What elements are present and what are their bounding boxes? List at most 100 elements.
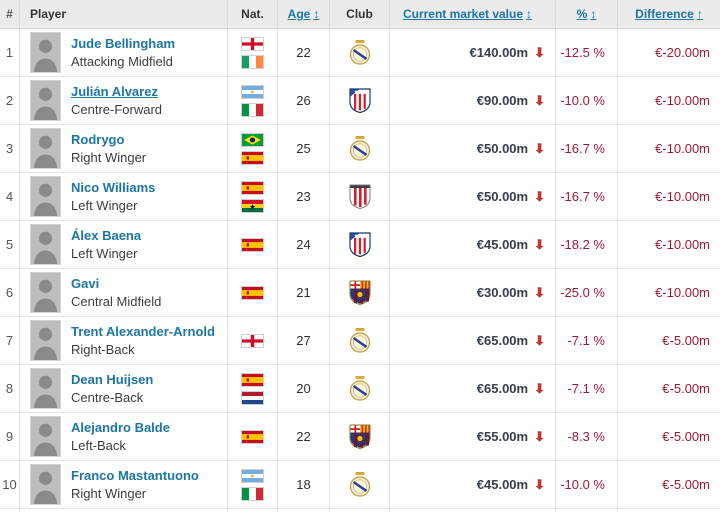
player-name-link[interactable]: Nico Williams xyxy=(71,179,156,195)
sort-market-value-link[interactable]: Current market value ↕ xyxy=(403,7,532,21)
player-position: Left Winger xyxy=(71,245,138,261)
player-photo[interactable] xyxy=(30,128,61,169)
rank-number: 3 xyxy=(5,141,14,156)
column-header-player: Player xyxy=(20,0,228,28)
table-row-partial xyxy=(0,509,720,512)
trend-down-icon: ⬇ xyxy=(534,333,545,348)
age-value: 20 xyxy=(296,381,311,396)
atletico-madrid-crest-icon[interactable] xyxy=(347,231,373,258)
flag-england-icon xyxy=(241,333,264,348)
rank-number: 10 xyxy=(2,477,17,492)
club-cell xyxy=(330,221,390,268)
player-name-link[interactable]: Álex Baena xyxy=(71,227,142,243)
player-position: Attacking Midfield xyxy=(71,53,173,69)
table-row: 8 Dean Huijsen Centre-Back 20 €65.00m ⬇ … xyxy=(0,365,720,413)
table-row: 4 Nico Williams Left Winger 23 €50.00m ⬇… xyxy=(0,173,720,221)
trend-down-icon: ⬇ xyxy=(534,45,545,60)
nationality-flags xyxy=(228,317,278,364)
barcelona-crest-icon[interactable] xyxy=(347,279,373,306)
nationality-flags xyxy=(228,29,278,76)
player-name-link[interactable]: Julián Alvarez xyxy=(71,83,158,99)
club-cell xyxy=(330,509,390,512)
table-row: 9 Alejandro Balde Left-Back 22 €55.00m ⬇… xyxy=(0,413,720,461)
age-value: 18 xyxy=(296,477,311,492)
player-photo[interactable] xyxy=(30,272,61,313)
sort-percent-label: % xyxy=(576,7,588,21)
flag-brazil-icon xyxy=(241,132,264,147)
market-value: €50.00m xyxy=(476,189,529,204)
trend-down-icon: ⬇ xyxy=(534,93,545,108)
player-info: Trent Alexander-Arnold Right-Back xyxy=(71,323,215,359)
sort-updown-icon: ↕ xyxy=(526,7,533,21)
player-info: Rodrygo Right Winger xyxy=(71,131,146,167)
player-info: Alejandro Balde Left-Back xyxy=(71,419,170,455)
player-name-link[interactable]: Gavi xyxy=(71,275,100,291)
market-value: €45.00m xyxy=(476,477,529,492)
atletico-madrid-crest-icon[interactable] xyxy=(347,87,373,114)
table-row: 10 Franco Mastantuono Right Winger 18 €4… xyxy=(0,461,720,509)
column-header-player-label: Player xyxy=(30,7,67,21)
real-madrid-crest-icon[interactable] xyxy=(347,327,373,354)
player-info: Nico Williams Left Winger xyxy=(71,179,155,215)
sort-market-value-label: Current market value xyxy=(402,7,524,21)
nationality-flags xyxy=(228,269,278,316)
trend-down-icon: ⬇ xyxy=(534,189,545,204)
table-row: 1 Jude Bellingham Attacking Midfield 22 … xyxy=(0,29,720,77)
flag-spain-icon xyxy=(241,429,264,444)
flag-netherlands-icon xyxy=(241,390,264,405)
flag-spain-icon xyxy=(241,150,264,165)
sort-age-link[interactable]: Age ↕ xyxy=(288,7,320,21)
club-cell xyxy=(330,461,390,508)
athletic-bilbao-crest-icon[interactable] xyxy=(347,183,373,210)
player-photo[interactable] xyxy=(30,320,61,361)
market-value: €90.00m xyxy=(476,93,529,108)
real-madrid-crest-icon[interactable] xyxy=(347,135,373,162)
table-row: 2 Julián Alvarez Centre-Forward 26 €90.0… xyxy=(0,77,720,125)
rank-number: 2 xyxy=(5,93,14,108)
player-name-link[interactable]: Dean Huijsen xyxy=(71,371,154,387)
real-madrid-crest-icon[interactable] xyxy=(347,471,373,498)
trend-down-icon: ⬇ xyxy=(534,381,545,396)
difference-value: €-10.00m xyxy=(655,189,710,204)
player-photo[interactable] xyxy=(30,368,61,409)
rank-number: 7 xyxy=(5,333,14,348)
difference-value: €-10.00m xyxy=(655,93,710,108)
rank-number: 5 xyxy=(5,237,14,252)
difference-value: €-5.00m xyxy=(662,429,710,444)
real-madrid-crest-icon[interactable] xyxy=(347,375,373,402)
sort-percent-link[interactable]: % ↕ xyxy=(577,7,597,21)
difference-value: €-5.00m xyxy=(662,333,710,348)
player-photo[interactable] xyxy=(30,224,61,265)
trend-down-icon: ⬇ xyxy=(534,429,545,444)
flag-spain-icon xyxy=(241,285,264,300)
percent-change: -25.0 % xyxy=(560,285,605,300)
nationality-flags xyxy=(228,221,278,268)
player-photo[interactable] xyxy=(30,32,61,73)
player-photo[interactable] xyxy=(30,464,61,505)
player-photo[interactable] xyxy=(30,80,61,121)
nationality-flags xyxy=(228,413,278,460)
player-position: Right-Back xyxy=(71,341,135,357)
player-name-link[interactable]: Alejandro Balde xyxy=(71,419,170,435)
player-name-link[interactable]: Rodrygo xyxy=(71,131,125,147)
sort-difference-link[interactable]: Difference ↑ xyxy=(635,7,703,21)
percent-change: -10.0 % xyxy=(560,93,605,108)
club-cell xyxy=(330,413,390,460)
player-name-link[interactable]: Jude Bellingham xyxy=(71,35,176,51)
player-photo[interactable] xyxy=(30,416,61,457)
rank-number: 8 xyxy=(5,381,14,396)
player-name-link[interactable]: Trent Alexander-Arnold xyxy=(71,323,215,339)
barcelona-crest-icon[interactable] xyxy=(347,423,373,450)
flag-argentina-icon xyxy=(241,468,264,483)
sort-age-label: Age xyxy=(287,7,311,21)
real-madrid-crest-icon[interactable] xyxy=(347,39,373,66)
percent-change: -7.1 % xyxy=(567,333,605,348)
player-photo[interactable] xyxy=(30,176,61,217)
player-position: Central Midfield xyxy=(71,293,162,309)
club-cell xyxy=(330,125,390,172)
player-info: Julián Alvarez Centre-Forward xyxy=(71,83,162,119)
club-cell xyxy=(330,29,390,76)
flag-italy-icon xyxy=(241,486,264,501)
rank-number: 4 xyxy=(5,189,14,204)
player-name-link[interactable]: Franco Mastantuono xyxy=(71,467,199,483)
